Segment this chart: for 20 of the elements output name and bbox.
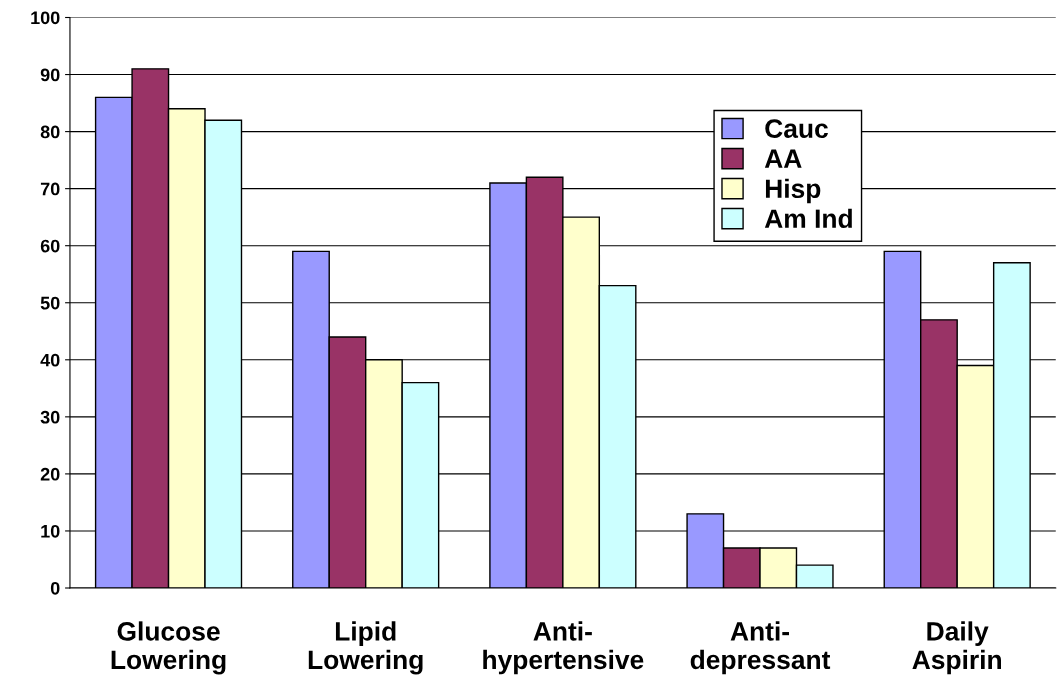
y-tick-label: 40	[40, 353, 60, 367]
y-tick-label: 60	[40, 239, 60, 253]
y-tick-label: 0	[50, 581, 60, 595]
y-tick-label: 30	[40, 410, 60, 424]
legend-label: Hisp	[765, 178, 821, 204]
y-tick-label: 10	[41, 524, 60, 538]
y-tick-label: 80	[40, 125, 60, 139]
legend-label: AA	[764, 149, 802, 168]
y-tick-label: 20	[40, 467, 60, 481]
y-tick-label: 70	[40, 182, 60, 196]
y-tick-label: 100	[31, 11, 60, 25]
legend-label: Am Ind	[764, 208, 852, 229]
legend-label: Cauc	[765, 119, 828, 138]
x-tick-label: Daily Aspirin	[912, 621, 1001, 675]
y-tick-label: 90	[40, 68, 60, 82]
x-tick-label: Glucose Lowering	[111, 621, 226, 675]
x-tick-label: Anti- depressant	[690, 621, 831, 675]
x-tick-label: Lipid Lowering	[308, 621, 423, 675]
y-tick-label: 50	[40, 296, 60, 310]
x-tick-label: Anti- hypertensive	[483, 621, 644, 675]
